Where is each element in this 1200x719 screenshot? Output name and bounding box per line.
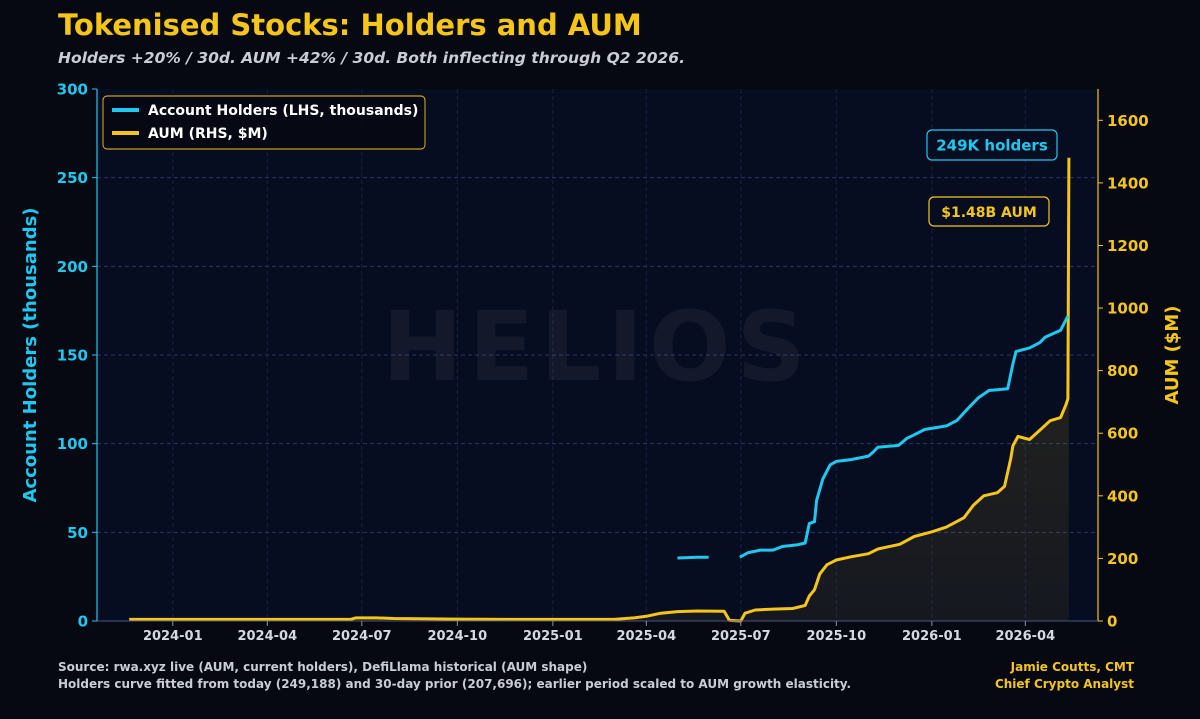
axes: 0 50 100 150 200 250 300 0 200 400 600 800 1000 1200 1…: [20, 81, 1183, 645]
left-tick-label: 150: [57, 347, 88, 365]
annotation-label: $1.48B AUM: [941, 205, 1037, 221]
y-right-axis-label: AUM ($M): [1162, 305, 1183, 404]
x-tick-label: 2024-01: [143, 629, 203, 644]
annotations: 249K holders $1.48B AUM: [926, 129, 1058, 227]
x-tick-label: 2025-04: [616, 629, 676, 644]
right-tick-label: 1400: [1107, 174, 1149, 192]
right-tick-label: 200: [1107, 550, 1138, 568]
right-tick-label: 600: [1107, 425, 1138, 443]
source-note: Source: rwa.xyz live (AUM, current holde…: [58, 659, 851, 693]
legend-label: AUM (RHS, $M): [148, 126, 268, 142]
source-line-2: Holders curve fitted from today (249,188…: [58, 677, 852, 691]
legend: Account Holders (LHS, thousands) AUM (RHS…: [102, 95, 426, 150]
series-layer: [129, 157, 1071, 623]
left-tick-label: 250: [57, 169, 88, 187]
left-tick-label: 50: [67, 524, 88, 542]
x-tick-label: 2024-10: [427, 629, 487, 644]
right-tick-label: 1200: [1107, 237, 1149, 255]
annotation-box: [928, 196, 1050, 227]
legend-box: [102, 95, 426, 150]
source-line-1: Source: rwa.xyz live (AUM, current holde…: [58, 660, 588, 674]
annotation-label: 249K holders: [936, 137, 1048, 155]
author-credit: Jamie Coutts, CMT Chief Crypto Analyst: [995, 659, 1134, 693]
holders-line: [739, 315, 1070, 559]
right-tick-label: 0: [1107, 613, 1117, 631]
left-tick-label: 0: [78, 613, 88, 631]
left-tick-label: 100: [57, 435, 88, 453]
right-tick-label: 1000: [1107, 300, 1149, 318]
right-tick-label: 800: [1107, 362, 1138, 380]
x-tick-label: 2024-04: [237, 629, 297, 644]
chart-title: Tokenised Stocks: Holders and AUM: [58, 8, 642, 42]
y-left-axis-label: Account Holders (thousands): [20, 207, 41, 502]
aum-area: [129, 157, 1069, 622]
x-tick-label: 2025-07: [711, 629, 771, 644]
x-tick-label: 2025-01: [523, 629, 583, 644]
right-tick-label: 400: [1107, 487, 1138, 505]
chart-subtitle: Holders +20% / 30d. AUM +42% / 30d. Both…: [58, 49, 685, 67]
x-tick-label: 2024-07: [332, 629, 392, 644]
author-name: Jamie Coutts, CMT: [1010, 660, 1134, 674]
author-role: Chief Crypto Analyst: [994, 677, 1134, 691]
x-tick-label: 2026-01: [902, 629, 962, 644]
left-tick-label: 200: [57, 258, 88, 276]
right-tick-label: 1600: [1107, 112, 1149, 130]
left-tick-label: 300: [57, 81, 88, 99]
annotation-box: [926, 129, 1058, 161]
aum-line: [129, 157, 1071, 623]
x-tick-label: 2026-04: [995, 629, 1055, 644]
legend-label: Account Holders (LHS, thousands): [148, 103, 418, 119]
holders-line: [677, 555, 709, 560]
watermark-text: HELIOS: [382, 291, 812, 403]
x-tick-label: 2025-10: [806, 629, 866, 644]
